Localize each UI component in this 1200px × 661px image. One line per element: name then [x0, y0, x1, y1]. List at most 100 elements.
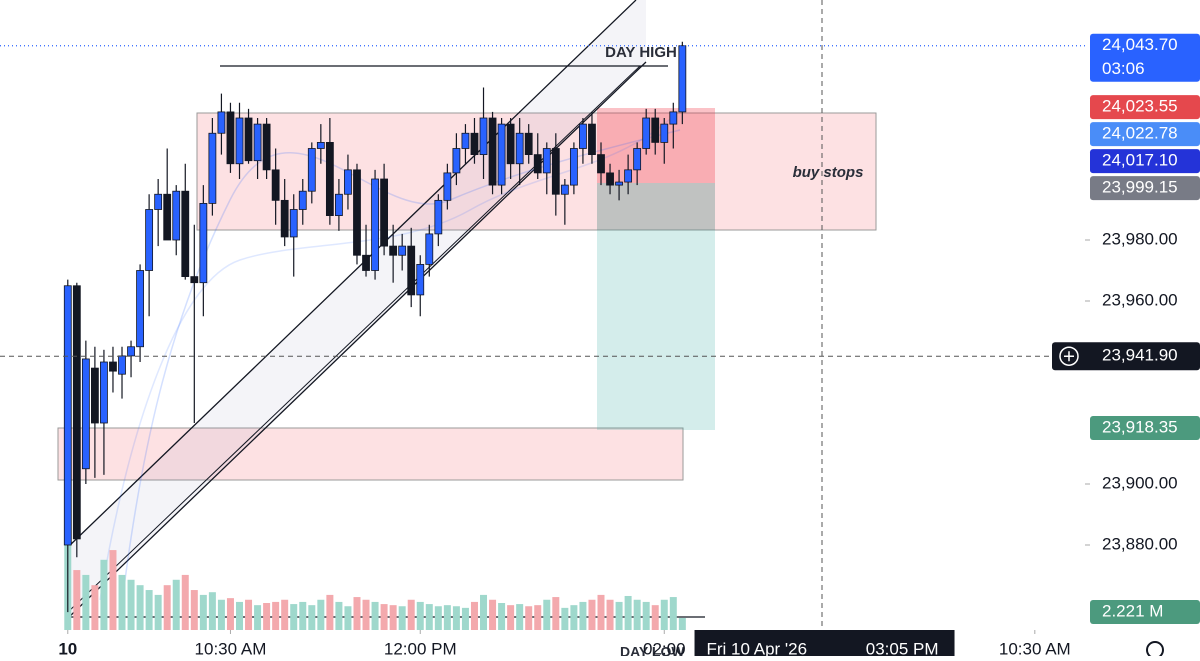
candle-body [316, 142, 325, 149]
price-badge-label: 24,023.55 [1102, 97, 1178, 116]
candle-body [271, 169, 280, 201]
volume-bar [281, 599, 289, 630]
candle-body [515, 132, 524, 165]
candle-body [181, 190, 190, 278]
volume-bar [380, 604, 388, 630]
volume-bar [470, 601, 478, 630]
moving-average [99, 109, 681, 601]
volume-bar [335, 601, 343, 630]
volume-bar [597, 594, 605, 630]
candle-body [172, 190, 181, 241]
price-badge [1090, 416, 1200, 441]
candle-body [606, 172, 614, 186]
volume-bar [109, 550, 117, 630]
volume-bar [272, 601, 280, 630]
volume-bar [407, 599, 415, 630]
volume-bar [100, 559, 108, 630]
volume-bar [326, 594, 334, 630]
last-price-badge [1090, 33, 1200, 82]
candle-body [163, 193, 172, 241]
volume-bar [290, 604, 298, 630]
candle-body [669, 111, 678, 125]
volume-bar [91, 585, 99, 630]
volume-bar [461, 607, 469, 630]
add-icon [1059, 346, 1079, 366]
volume-bar [525, 606, 533, 630]
volume-bar [308, 605, 316, 630]
volume-bar [208, 592, 216, 630]
volume-bar [507, 605, 515, 630]
volume-bar [498, 603, 506, 630]
candle-body [335, 193, 343, 217]
candle-body [533, 154, 542, 174]
volume-bar [606, 599, 614, 630]
volume-bar [344, 606, 352, 630]
candle-body [253, 123, 262, 162]
volume-bar [154, 594, 162, 630]
candle-body [371, 178, 379, 271]
volume-bar [570, 605, 578, 630]
candle-body [452, 148, 461, 174]
price-badge [1090, 149, 1200, 174]
candle-body [81, 358, 90, 470]
candle-body [389, 245, 398, 256]
price-badge-label: 23,999.15 [1102, 178, 1178, 197]
candle-body [289, 209, 298, 238]
volume-bar [416, 601, 424, 630]
demand-zone [57, 427, 684, 481]
buy-stops-label: buy stops [793, 164, 864, 181]
volume-bar [633, 599, 641, 630]
crosshair-price-label: 23,941.90 [1102, 346, 1178, 365]
candle-body [362, 254, 370, 271]
target-zone [597, 183, 715, 430]
volume-bar [217, 599, 225, 630]
volume-bar [660, 599, 668, 630]
candle-body [72, 285, 81, 540]
volume-bar [561, 607, 569, 630]
candle-body [325, 142, 334, 217]
candle-body [416, 264, 425, 296]
candle-body [199, 203, 208, 284]
x-tick-label: 10:30 AM [195, 639, 267, 656]
candle-body [524, 132, 533, 156]
candle-body [398, 245, 407, 256]
volume-bar [254, 605, 262, 630]
volume-bar [299, 601, 307, 630]
channel-fill [68, 0, 646, 618]
candle-body [136, 270, 144, 348]
candle-body [633, 148, 642, 171]
volume-bar [579, 601, 587, 630]
volume-bar [651, 605, 659, 630]
volume-badge [1090, 600, 1200, 625]
channel-upper [67, 0, 637, 548]
candle-body [434, 199, 443, 235]
candle-body [678, 45, 687, 113]
candle-body [127, 346, 135, 357]
candle-body [497, 123, 506, 186]
candle-body [624, 169, 633, 183]
x-tick-label: 10:30 AM [999, 639, 1071, 656]
volume-bar [624, 595, 632, 630]
candle-body [63, 285, 72, 546]
crosshair-time-box [694, 630, 955, 660]
volume-bar [136, 585, 144, 630]
volume-bar [480, 594, 488, 630]
candle-body [407, 245, 416, 296]
price-badge-label: 24,022.78 [1102, 124, 1178, 143]
add-icon-plus [1064, 351, 1074, 362]
candle-body [542, 148, 551, 174]
candle-body [380, 178, 389, 247]
candle-body [651, 117, 660, 143]
time-axis [0, 630, 1200, 656]
price-badge [1090, 122, 1200, 147]
candle-body [109, 361, 117, 372]
day-high-label: DAY HIGH [605, 44, 677, 61]
x-tick-label: 12:00 PM [384, 639, 457, 656]
volume-bar [588, 599, 596, 630]
candle-body [479, 117, 488, 156]
volume-bar [516, 604, 524, 630]
volume-bar [245, 599, 253, 630]
candle-body [154, 193, 163, 210]
volume-bar [443, 605, 451, 630]
